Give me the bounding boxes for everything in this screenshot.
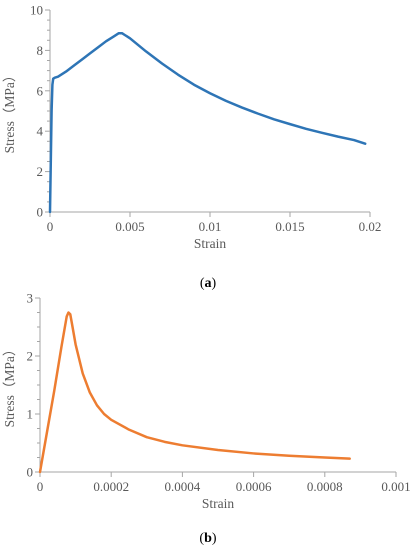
chart-b-x-tick-label: 0.001 [381, 479, 410, 494]
chart-a-x-tick-label: 0.015 [275, 219, 304, 234]
chart-b-x-tick-label: 0.0008 [307, 479, 343, 494]
chart-b-y-tick-label: 2 [27, 349, 34, 364]
chart-a-x-axis-title: Strain [194, 236, 226, 251]
chart-a-y-tick-label: 4 [37, 124, 44, 139]
chart-b-y-tick-label: 0 [27, 465, 34, 480]
chart-a-x-tick-label: 0 [47, 219, 54, 234]
chart-b-y-tick-label: 1 [27, 407, 34, 422]
chart-b-series-line [38, 311, 351, 474]
chart-b-panel-label: (b) [199, 531, 216, 546]
chart-a-x-tick-label: 0.005 [115, 219, 144, 234]
chart-b-x-tick-label: 0 [37, 479, 44, 494]
chart-b-y-axis-title: Stress（MPa） [2, 343, 17, 428]
chart-b-y-tick-label: 3 [27, 291, 34, 306]
chart-panel-b: 0 1 2 3 0 0.0002 0.0004 0.0006 0.0008 0.001 Strain… [2, 291, 411, 547]
chart-b-x-tick-label: 0.0006 [236, 479, 272, 494]
chart-a-y-axis-title: Stress（MPa） [2, 69, 17, 154]
chart-a-y-tick-label: 0 [37, 205, 44, 220]
chart-a-series-line [48, 31, 367, 214]
chart-b-x-tick-label: 0.0004 [165, 479, 201, 494]
chart-a-y-tick-label: 8 [37, 43, 44, 58]
chart-a-panel-label: (a) [200, 276, 217, 291]
chart-a-y-tick-label: 6 [37, 83, 44, 98]
chart-b-x-axis-title: Strain [202, 496, 234, 511]
chart-panel-a: 0 2 4 6 8 10 0 0.005 0.01 0.015 0.02 Strain Stress（M… [2, 3, 381, 292]
chart-a-x-tick-label: 0.02 [359, 219, 382, 234]
chart-a-y-tick-label: 2 [37, 164, 44, 179]
chart-b-x-tick-label: 0.0002 [93, 479, 129, 494]
chart-a-y-tick-label: 10 [30, 3, 43, 18]
chart-a-x-tick-label: 0.01 [199, 219, 222, 234]
